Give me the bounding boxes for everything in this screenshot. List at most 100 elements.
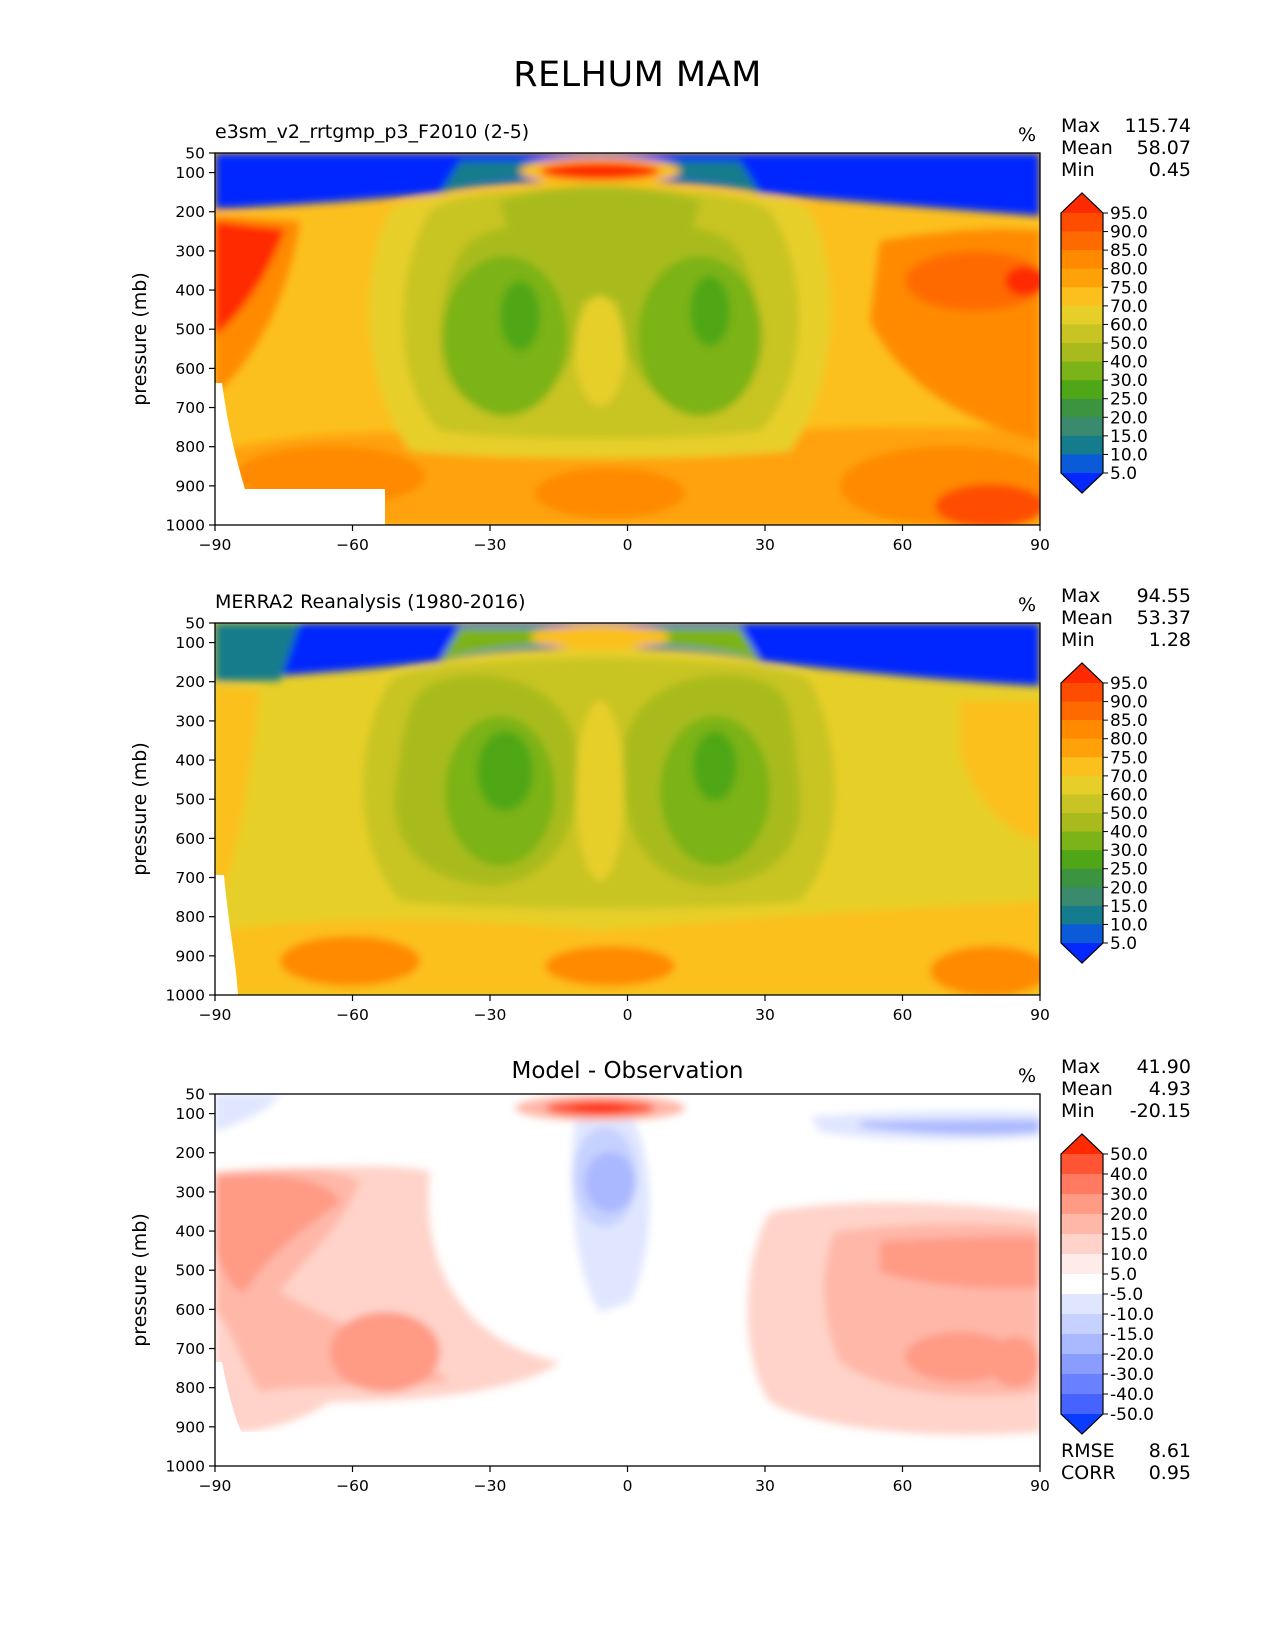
colorbar-segment [1061,305,1103,325]
colorbar-segment [1061,831,1103,851]
y-tick-label: 700 [175,869,205,887]
colorbar-segment [1061,361,1103,381]
colorbar-segment [1061,250,1103,270]
colorbar-label: 30.0 [1110,371,1148,391]
y-tick-label: 800 [175,908,205,926]
min-value: 1.28 [1148,629,1191,651]
colorbar-label: 30.0 [1110,841,1148,861]
colorbar-label: 25.0 [1110,390,1148,410]
ylabel: pressure (mb) [129,272,151,406]
y-tick-label: 900 [175,477,205,495]
colorbar: 95.090.085.080.075.070.060.050.040.030.0… [1060,192,1148,494]
colorbar-label: 90.0 [1110,223,1148,243]
y-tick-label: 100 [175,164,205,182]
colorbar-segment [1061,813,1103,833]
colorbar-label: 50.0 [1110,334,1148,354]
x-tick-label: −60 [336,1006,369,1024]
colorbar-segment [1061,868,1103,888]
contour-field [215,153,1040,525]
colorbar-segment [1061,1254,1103,1275]
rmse-box: RMSE 8.61 CORR 0.95 [1061,1440,1191,1484]
contour-field [215,1094,1040,1466]
colorbar-label: 70.0 [1110,297,1148,317]
colorbar-label: 95.0 [1110,674,1148,694]
colorbar-segment [1061,1334,1103,1355]
y-tick-label: 300 [175,712,205,730]
colorbar-segment [1061,287,1103,307]
colorbar-label: 80.0 [1110,260,1148,280]
x-tick-label: 90 [1030,1477,1050,1495]
x-tick-label: 30 [755,1477,775,1495]
mean-label: Mean [1061,1078,1113,1100]
x-tick-label: 0 [623,536,633,554]
y-tick-label: 800 [175,438,205,456]
x-tick-label: −60 [336,536,369,554]
x-tick-label: −60 [336,1477,369,1495]
colorbar-cap-bottom [1061,473,1103,493]
colorbar-segment [1061,738,1103,758]
x-tick-label: 60 [893,536,913,554]
min-value: 0.45 [1148,159,1191,181]
x-tick-label: 30 [755,536,775,554]
colorbar-segment [1061,1154,1103,1175]
colorbar-segment [1061,1274,1103,1295]
colorbar-label: 20.0 [1110,1205,1148,1225]
colorbar-cap-bottom [1061,1414,1103,1434]
colorbar-segment [1061,850,1103,870]
y-tick-label: 200 [175,203,205,221]
colorbar-cap-top [1061,193,1103,213]
stats-box: Max 115.74 Mean 58.07 Min 0.45 [1061,115,1191,181]
x-tick-label: −90 [199,536,232,554]
units-label: % [1018,594,1037,616]
colorbar-segment [1061,1194,1103,1215]
y-tick-label: 400 [175,752,205,770]
y-tick-label: 700 [175,1340,205,1358]
colorbar-segment [1061,454,1103,474]
colorbar-label: 5.0 [1110,934,1137,954]
mean-label: Mean [1061,137,1113,159]
colorbar-segment [1061,231,1103,251]
min-value: -20.15 [1129,1100,1191,1122]
colorbar-segment [1061,775,1103,795]
y-tick-label: 700 [175,399,205,417]
colorbar-label: 50.0 [1110,1145,1148,1165]
x-tick-label: −90 [199,1006,232,1024]
colorbar-label: 75.0 [1110,278,1148,298]
mean-value: 4.93 [1148,1078,1191,1100]
x-tick-label: 60 [893,1006,913,1024]
colorbar-label: 10.0 [1110,1245,1148,1265]
rmse-value: 8.61 [1148,1440,1191,1462]
colorbar-segment [1061,435,1103,455]
panel-model: e3sm_v2_rrtgmp_p3_F2010 (2-5) % Max 115.7… [0,115,1275,581]
y-tick-label: 600 [175,1301,205,1319]
colorbar-segment [1061,757,1103,777]
y-tick-label: 100 [175,1105,205,1123]
x-tick-label: −90 [199,1477,232,1495]
y-tick-label: 300 [175,242,205,260]
colorbar-segment [1061,794,1103,814]
y-tick-label: 400 [175,282,205,300]
colorbar-label: 20.0 [1110,878,1148,898]
y-tick-label: 500 [175,321,205,339]
y-tick-label: 900 [175,1418,205,1436]
stats-box: Max 41.90 Mean 4.93 Min -20.15 [1061,1056,1191,1122]
panel-title: e3sm_v2_rrtgmp_p3_F2010 (2-5) [215,121,530,143]
y-tick-label: 300 [175,1183,205,1201]
x-tick-label: −30 [474,536,507,554]
colorbar-label: -30.0 [1110,1365,1154,1385]
colorbar-label: 5.0 [1110,1265,1137,1285]
panel-difference: Model - Observation % Max 41.90 Mean 4.93 … [0,1056,1275,1522]
y-tick-label: 50 [185,615,205,633]
y-tick-label: 1000 [166,1458,205,1476]
colorbar-label: 40.0 [1110,823,1148,843]
x-tick-label: −30 [474,1477,507,1495]
stats-box: Max 94.55 Mean 53.37 Min 1.28 [1061,585,1191,651]
colorbar-segment [1061,343,1103,363]
y-tick-label: 100 [175,634,205,652]
colorbar-label: 80.0 [1110,730,1148,750]
y-tick-label: 600 [175,360,205,378]
